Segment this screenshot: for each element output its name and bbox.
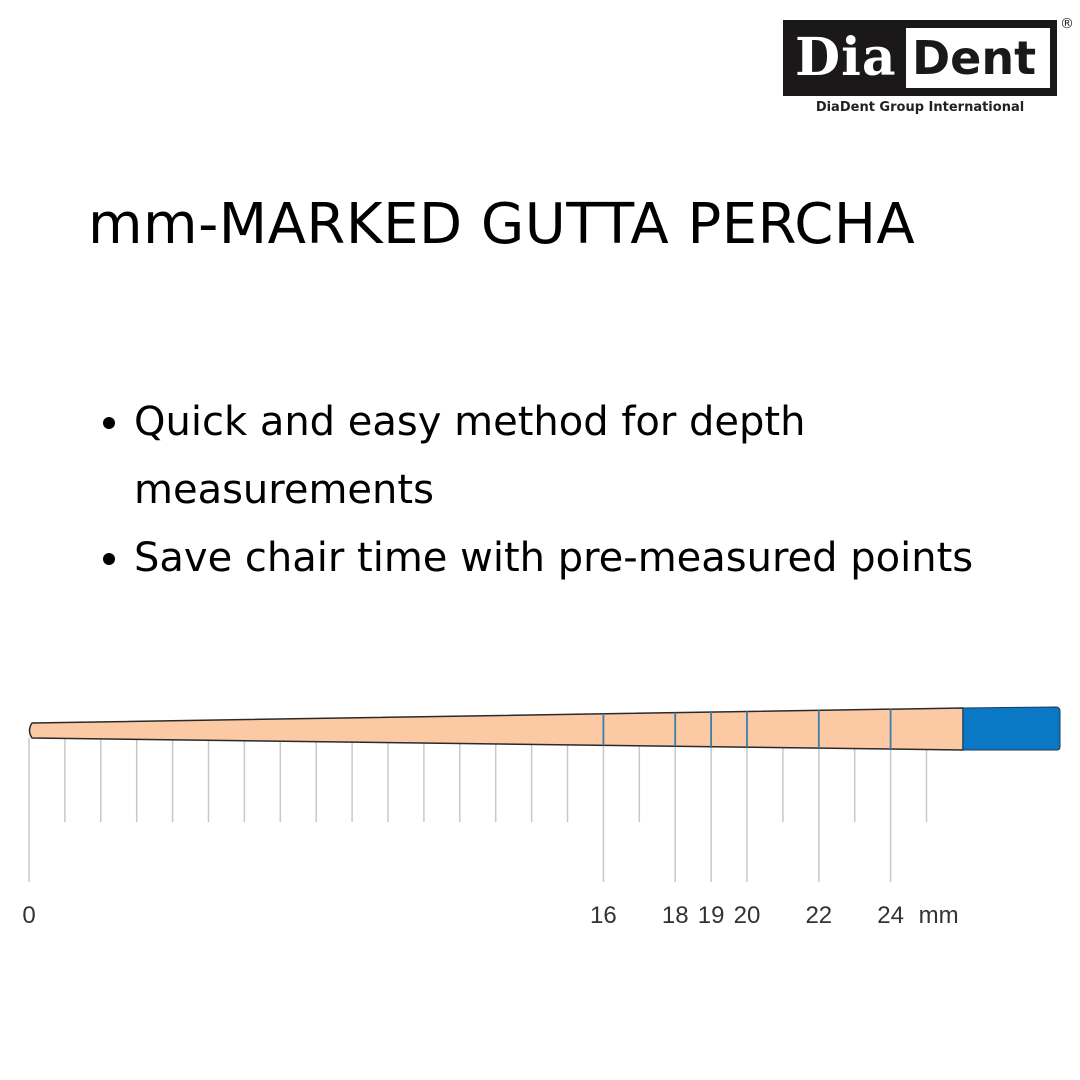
- ruler-label: 16: [590, 902, 617, 929]
- ruler-label: 24: [877, 902, 904, 929]
- unit-label: mm: [919, 902, 959, 929]
- logo-text-dent: Dent: [912, 31, 1037, 85]
- ruler-label: 20: [734, 902, 761, 929]
- ruler-label: 22: [805, 902, 832, 929]
- ruler-label: 0: [22, 902, 35, 929]
- gutta-percha-point: [28, 707, 964, 751]
- feature-item: Save chair time with pre-measured points: [134, 524, 1054, 592]
- logo-text-dia: Dia: [795, 27, 897, 88]
- registered-mark: ®: [1060, 16, 1074, 32]
- color-cap: [962, 706, 1061, 751]
- ruler-label: 18: [662, 902, 689, 929]
- feature-item: Quick and easy method for depth measurem…: [134, 388, 1054, 524]
- page-title: mm-MARKED GUTTA PERCHA: [88, 192, 916, 257]
- feature-list: Quick and easy method for depth measurem…: [98, 388, 1054, 592]
- gutta-percha-diagram: 0 16 18 19 20 22 24 mm: [22, 706, 1061, 929]
- logo-subtitle: DiaDent Group International: [815, 100, 1025, 115]
- logo-dent-box: Dent: [906, 28, 1050, 88]
- ruler-label: 19: [698, 902, 725, 929]
- diadent-logo: Dia Dent: [783, 20, 1057, 96]
